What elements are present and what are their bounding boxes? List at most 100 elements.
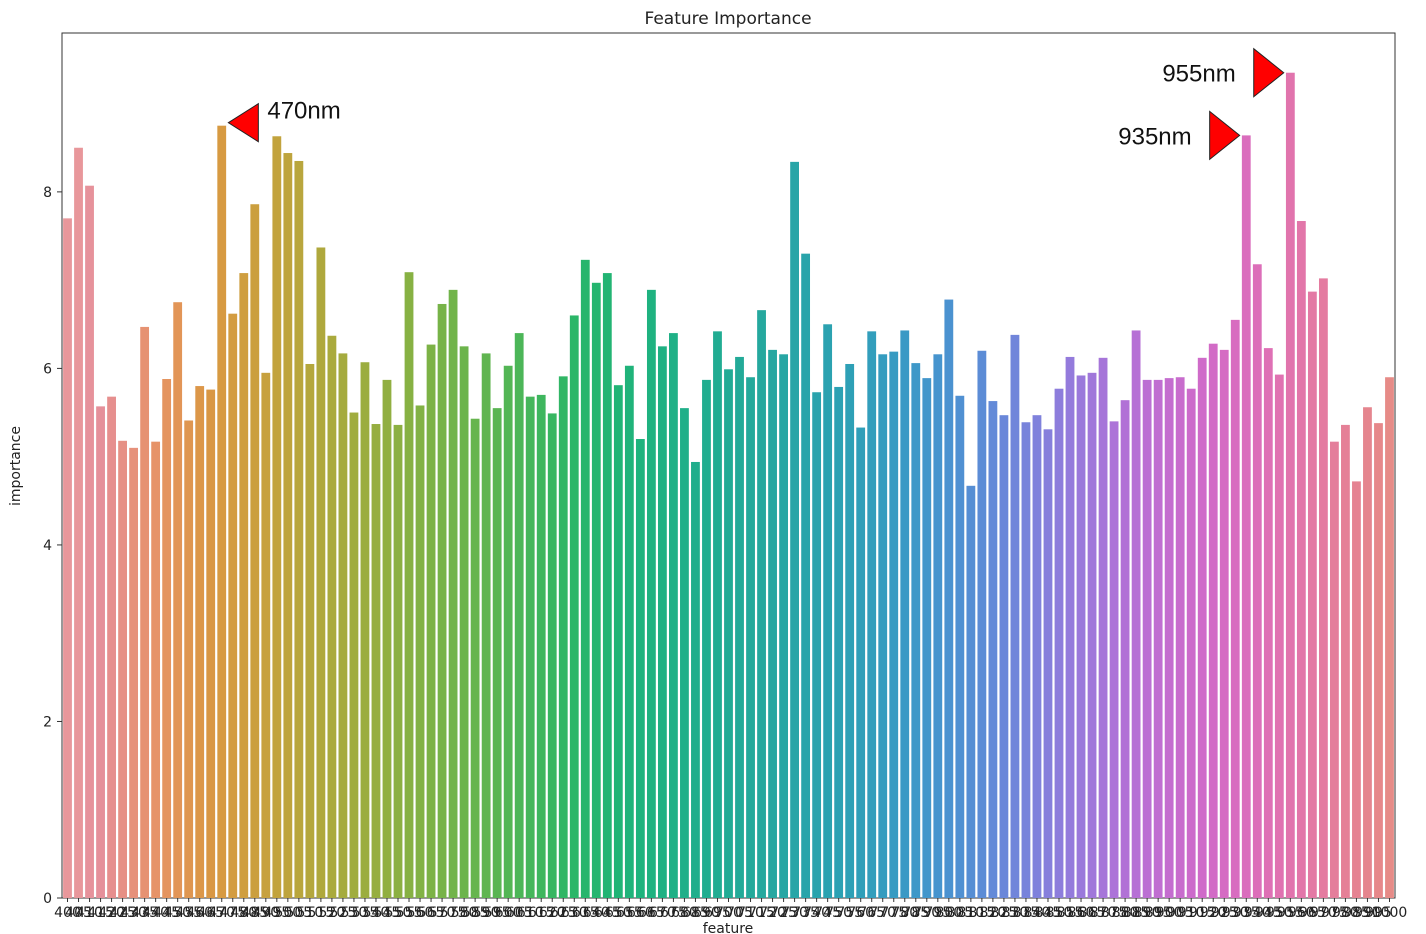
x-tick-label: 875 [1101,905,1128,921]
x-tick-label: 755 [836,905,863,921]
x-tick-label: 680 [671,905,698,921]
bar-710 [746,377,755,899]
bar-485 [250,204,260,899]
x-tick-label: 725 [770,905,797,921]
bar-450 [173,302,183,899]
annotation-marker-icon [1209,110,1241,161]
x-tick-label: 880 [1112,905,1139,921]
x-tick-label: 720 [759,905,786,921]
bar-675 [669,333,678,899]
x-tick-label: 435 [131,905,158,921]
bar-460 [195,386,205,898]
bar-845 [1043,429,1053,898]
bar-880 [1120,400,1130,898]
x-tick-label: 1000 [1372,905,1408,921]
bar-415 [96,406,105,898]
bar-655 [624,365,634,898]
bar-790 [922,378,932,898]
x-tick-label: 830 [1002,905,1029,921]
x-tick-label: 855 [1057,905,1084,921]
bar-585 [470,418,480,898]
bar-730 [790,161,799,898]
x-tick-label: 915 [1189,905,1216,921]
bar-920 [1208,343,1218,898]
bar-875 [1109,421,1119,898]
bar-680 [680,408,689,898]
bar-520 [327,335,337,898]
bar-975 [1330,441,1339,898]
bar-835 [1021,422,1031,898]
bar-940 [1252,264,1262,898]
x-tick-label: 465 [197,905,224,921]
bar-830 [1010,334,1020,898]
x-tick-label: 660 [627,905,654,921]
x-tick-label: 780 [891,905,918,921]
bar-840 [1032,415,1042,898]
x-tick-label: 695 [704,905,731,921]
bar-885 [1131,330,1141,898]
x-tick-label: 610 [517,905,544,921]
x-tick-label: 975 [1321,905,1348,921]
x-tick-label: 520 [319,905,346,921]
x-tick-label: 785 [902,905,929,921]
bar-605 [514,333,524,899]
x-tick-label: 420 [98,905,125,921]
x-tick-label: 920 [1200,905,1227,921]
x-tick-label: 965 [1299,905,1326,921]
bar-870 [1098,357,1108,898]
bar-980 [1341,424,1350,898]
bar-400 [63,218,72,899]
bar-850 [1054,388,1064,898]
x-tick-label: 555 [396,905,423,921]
bar-950 [1274,374,1284,899]
y-tick-label: 8 [43,185,52,201]
bar-440 [151,441,161,898]
bar-895 [1153,379,1163,898]
x-tick-label: 730 [781,905,808,921]
bar-500 [283,153,293,899]
x-tick-label: 995 [1365,905,1392,921]
x-tick-label: 620 [539,905,566,921]
bar-810 [966,485,976,898]
x-tick-label: 825 [991,905,1018,921]
x-tick-label: 650 [605,905,632,921]
bar-715 [757,310,766,898]
chart-title: Feature Importance [644,9,811,29]
x-tick-label: 770 [869,905,896,921]
x-tick-label: 600 [495,905,522,921]
bar-725 [779,354,788,898]
y-tick-label: 4 [43,538,52,554]
bar-445 [162,379,172,898]
bar-635 [580,259,590,899]
bar-group [63,72,1394,899]
x-tick-label: 815 [969,905,996,921]
bar-935 [1241,135,1251,898]
bar-890 [1142,379,1152,898]
x-axis-label: feature [703,921,754,934]
bar-900 [1164,378,1174,898]
x-tick-label: 820 [980,905,1007,921]
x-tick-label: 470 [208,905,235,921]
bar-555 [404,272,414,898]
bar-770 [878,354,888,898]
x-tick-label: 760 [847,905,874,921]
bar-860 [1076,375,1086,899]
bar-820 [988,401,998,898]
x-tick-label: 910 [1178,905,1205,921]
annotation-group: 470nm 935nm 955nm [227,47,1285,161]
x-tick-label: 740 [803,905,830,921]
bar-695 [713,331,722,899]
x-tick-label: 580 [451,905,478,921]
x-tick-label: 835 [1013,905,1040,921]
bar-615 [536,394,546,898]
x-tick-label: 800 [935,905,962,921]
x-tick-label: 565 [418,905,445,921]
x-tick-label: 805 [946,905,973,921]
bar-590 [481,353,491,898]
bar-825 [999,415,1009,898]
bar-510 [305,363,315,898]
bar-530 [349,412,359,898]
x-tick-label: 940 [1244,905,1271,921]
x-tick-label: 990 [1354,905,1381,921]
x-tick-label: 405 [65,905,92,921]
